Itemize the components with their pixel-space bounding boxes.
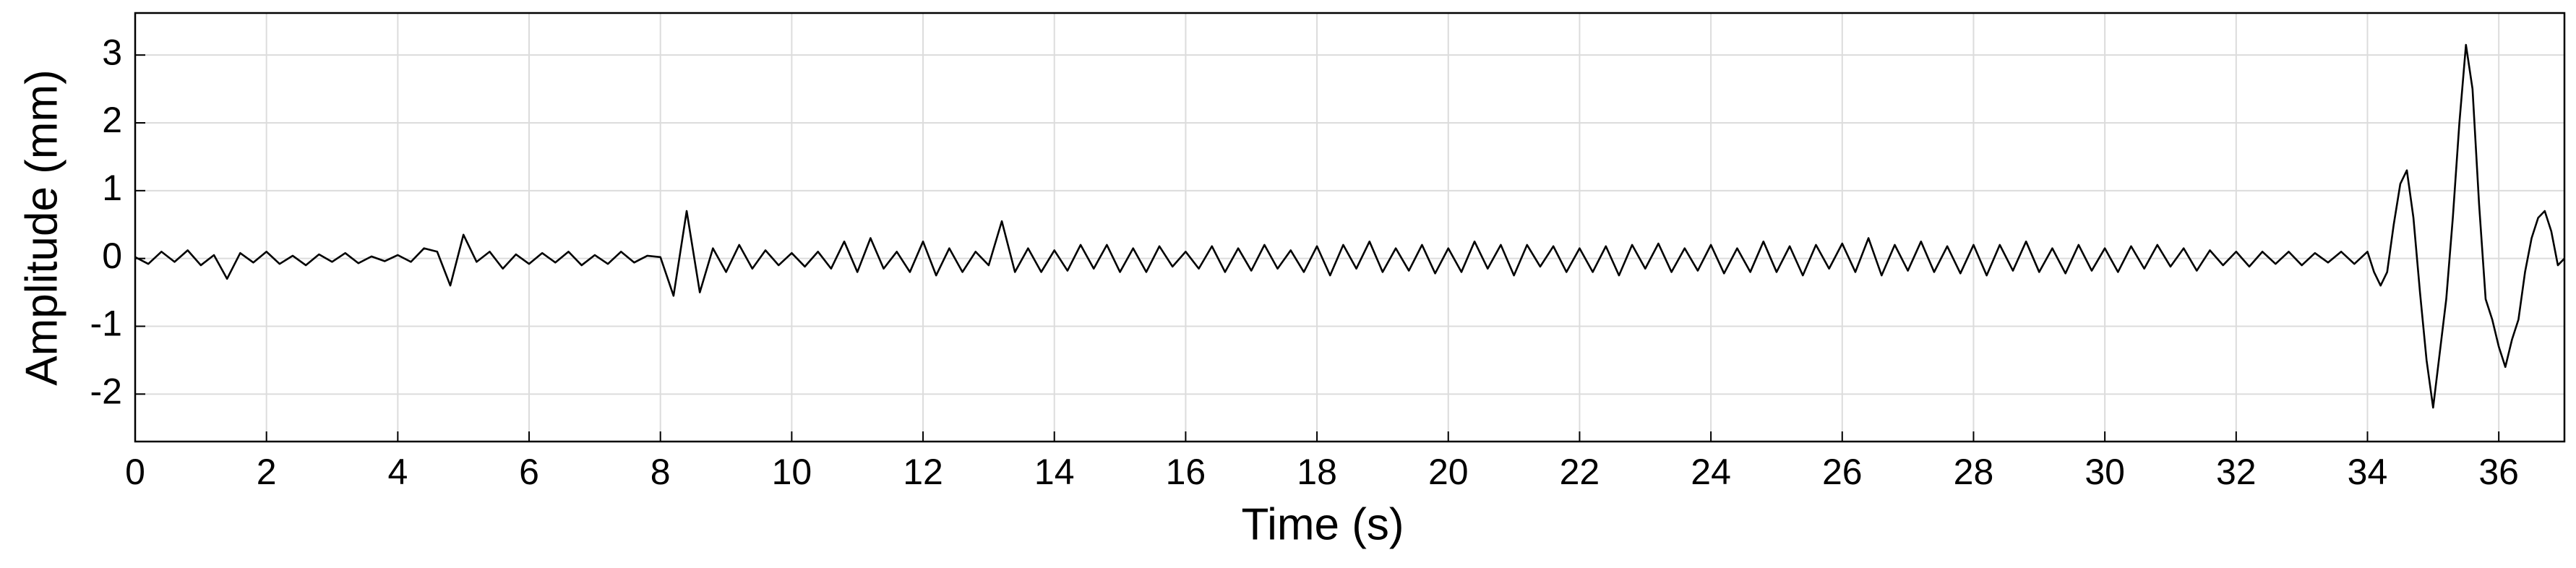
x-tick-label: 8 [651,452,671,492]
y-tick-label: 2 [102,100,122,140]
x-tick-label: 18 [1297,452,1337,492]
x-tick-label: 22 [1560,452,1600,492]
y-tick-label: 1 [102,168,122,208]
y-axis-label: Amplitude (mm) [17,69,66,386]
y-tick-label: 3 [102,32,122,72]
x-tick-label: 30 [2085,452,2125,492]
x-tick-label: 28 [1954,452,1994,492]
x-tick-label: 2 [257,452,277,492]
x-tick-label: 16 [1166,452,1206,492]
x-tick-label: 32 [2216,452,2257,492]
x-tick-label: 36 [2478,452,2519,492]
x-axis-label: Time (s) [1242,499,1404,549]
x-tick-label: 12 [903,452,943,492]
x-tick-label: 10 [772,452,812,492]
x-tick-label: 14 [1034,452,1075,492]
x-tick-label: 26 [1822,452,1863,492]
signal-line [134,43,2565,409]
x-tick-label: 6 [519,452,539,492]
x-tick-label: 24 [1691,452,1731,492]
x-tick-label: 4 [387,452,408,492]
x-tick-label: 0 [125,452,145,492]
y-tick-label: -2 [90,371,122,412]
x-tick-label: 34 [2348,452,2388,492]
y-tick-label: 0 [102,236,122,276]
y-tick-label: -1 [90,304,122,344]
x-tick-label: 20 [1428,452,1469,492]
plot-frame [134,12,2566,443]
